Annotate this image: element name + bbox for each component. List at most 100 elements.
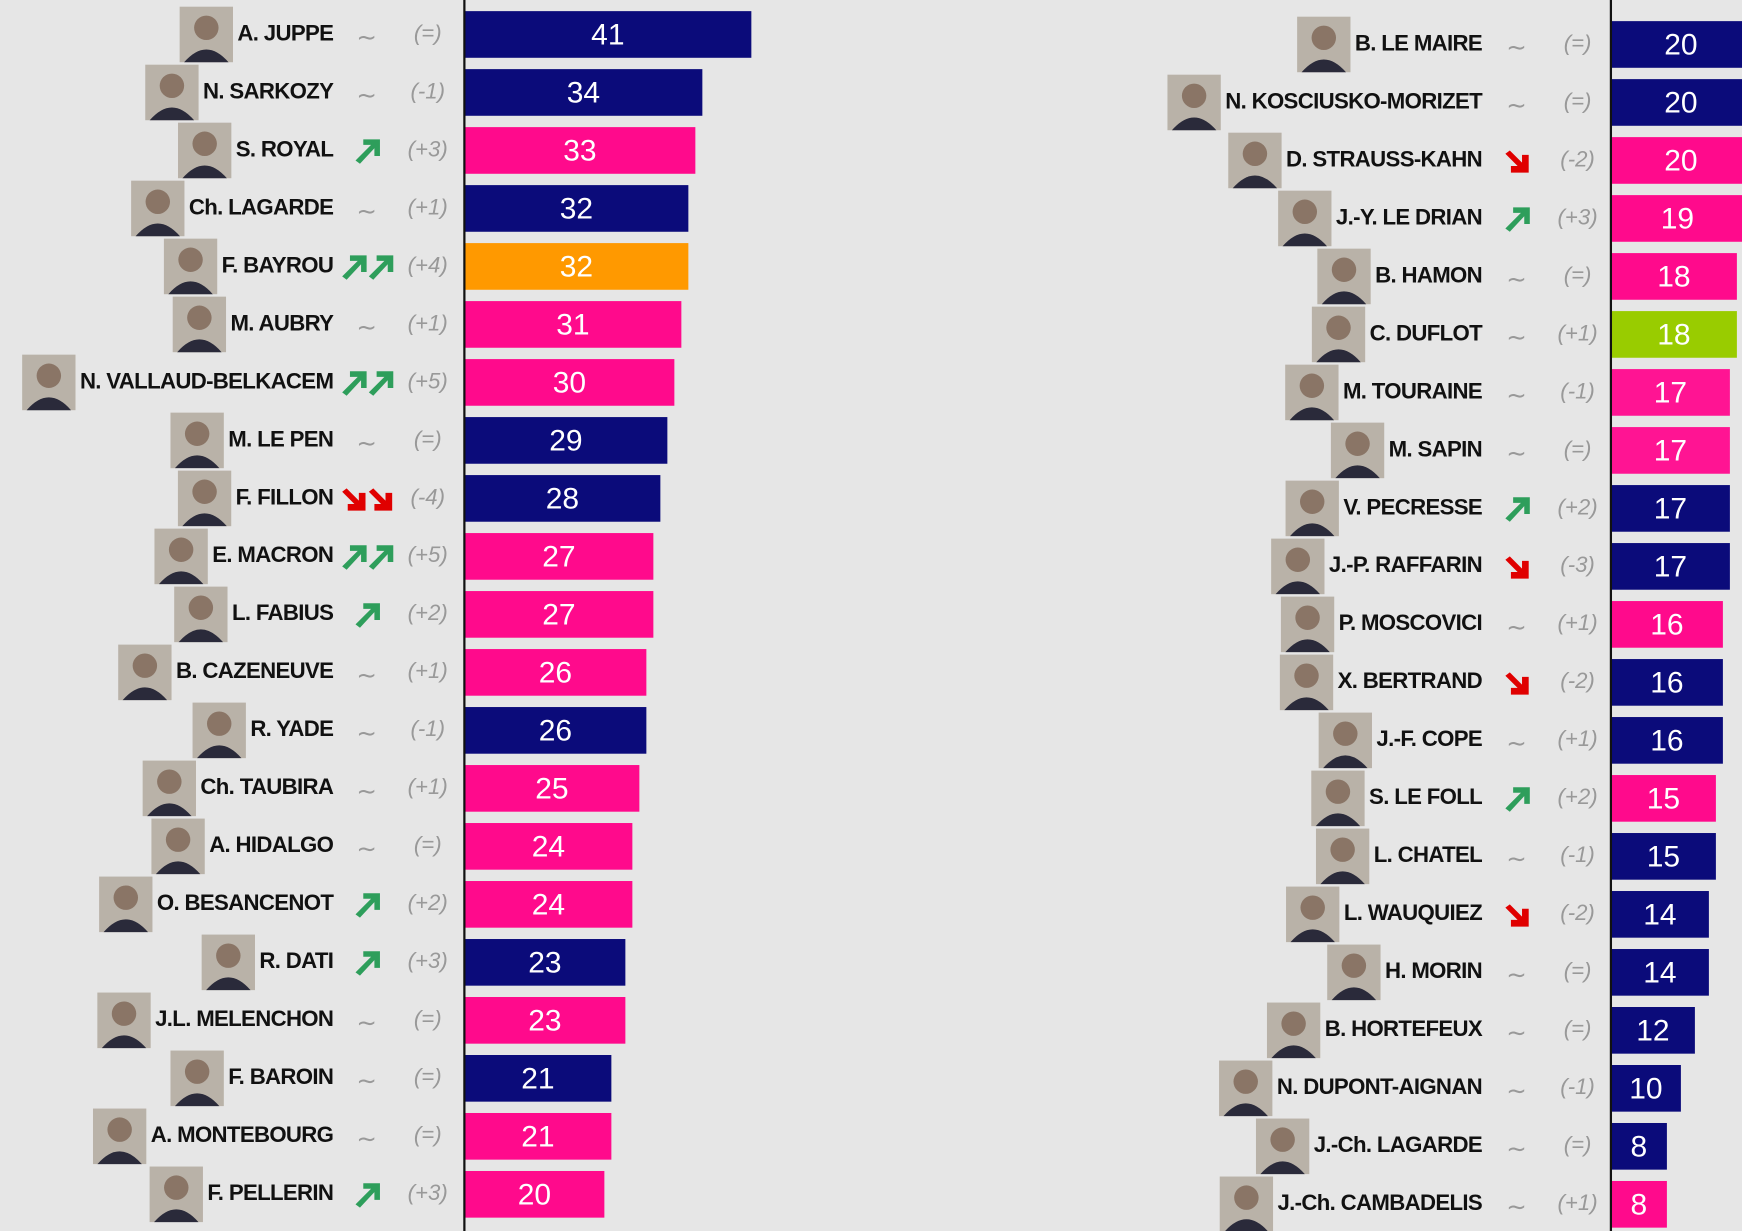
photo-head — [1330, 837, 1355, 862]
photo-head — [192, 131, 217, 157]
candidate-name: E. MACRON — [212, 542, 333, 567]
bar — [1610, 195, 1742, 242]
trend-up-arrow — [355, 139, 380, 164]
bar — [464, 127, 696, 174]
photo-head — [192, 479, 217, 504]
photo-head — [159, 73, 185, 99]
photo-body — [1225, 1219, 1268, 1231]
photo-head — [36, 363, 62, 388]
photo-head — [113, 885, 139, 910]
photo-head — [1281, 1011, 1306, 1036]
photo-body — [122, 687, 168, 701]
change-label: (+3) — [408, 1180, 448, 1205]
bar — [1610, 311, 1737, 358]
candidate-name: J.-Ch. CAMBADELIS — [1278, 1190, 1483, 1215]
photo-body — [1223, 1103, 1268, 1117]
candidate-name: B. CAZENEUVE — [176, 658, 333, 683]
trend-stable: ∼ — [1506, 34, 1526, 61]
change-label: (-1) — [1560, 1074, 1595, 1099]
trend-down-arrow — [1505, 150, 1529, 173]
photo-body — [1301, 59, 1347, 73]
photo-head — [1242, 141, 1268, 167]
trend-stable: ∼ — [1506, 92, 1526, 119]
photo-body — [1335, 465, 1380, 479]
candidate-name: M. SAPIN — [1389, 436, 1482, 461]
change-label: (-2) — [1560, 900, 1595, 925]
photo-head — [168, 537, 194, 562]
photo-body — [178, 629, 224, 643]
change-label: (-1) — [410, 716, 445, 741]
bar — [1610, 1064, 1681, 1112]
change-label: (+3) — [408, 948, 448, 973]
change-label: (-1) — [410, 78, 445, 103]
bar — [464, 1170, 605, 1218]
value-label: 26 — [539, 715, 572, 748]
photo-body — [168, 281, 213, 295]
bar — [1610, 253, 1737, 300]
value-label: 20 — [1664, 87, 1697, 120]
bar — [1610, 717, 1723, 764]
photo-head — [132, 653, 158, 678]
bar — [464, 11, 752, 58]
change-label: (+1) — [408, 194, 448, 219]
candidate-name: D. STRAUSS-KAHN — [1286, 146, 1482, 171]
photo-body — [147, 803, 192, 817]
change-label: (-4) — [410, 484, 445, 509]
photo-head — [157, 769, 182, 794]
bar — [1610, 1180, 1667, 1228]
bar — [464, 533, 654, 580]
candidate-name: P. MOSCOVICI — [1339, 610, 1482, 635]
change-label: (+1) — [1558, 726, 1598, 751]
candidate-name: N. VALLAUD-BELKACEM — [80, 368, 334, 393]
trend-stable: ∼ — [1506, 266, 1526, 293]
value-label: 33 — [563, 135, 596, 168]
change-label: (+2) — [408, 600, 448, 625]
change-label: (=) — [1564, 88, 1592, 113]
candidate-name: L. WAUQUIEZ — [1344, 900, 1482, 925]
photo-head — [1292, 199, 1318, 224]
photo-body — [155, 861, 201, 875]
change-label: (+5) — [408, 368, 448, 393]
candidate-name: A. MONTEBOURG — [151, 1122, 334, 1147]
trend-stable: ∼ — [356, 720, 376, 747]
candidate-name: X. BERTRAND — [1338, 668, 1483, 693]
candidate-name: N. DUPONT-AIGNAN — [1277, 1074, 1482, 1099]
value-label: 14 — [1643, 956, 1676, 989]
change-label: (+1) — [1558, 610, 1598, 635]
photo-body — [103, 919, 149, 933]
trend-stable: ∼ — [356, 662, 376, 689]
value-label: 32 — [560, 193, 593, 226]
photo-head — [1285, 547, 1311, 572]
candidate-name: B. LE MAIRE — [1355, 30, 1482, 55]
bar — [1610, 891, 1709, 938]
trend-stable: ∼ — [1506, 324, 1526, 351]
photo-head — [1341, 953, 1367, 978]
bar — [1610, 659, 1723, 706]
trend-up-arrow — [1505, 787, 1530, 812]
bar — [1610, 137, 1742, 184]
trend-stable: ∼ — [356, 1010, 376, 1037]
value-label: 18 — [1657, 319, 1690, 352]
value-label: 29 — [549, 425, 582, 458]
photo-head — [184, 1059, 210, 1084]
trend-down-arrow — [1505, 672, 1529, 695]
trend-up-arrow — [342, 545, 367, 570]
value-label: 27 — [542, 541, 575, 574]
bar — [1610, 79, 1742, 126]
value-label: 24 — [532, 888, 565, 921]
bar — [464, 1054, 612, 1102]
photo-head — [188, 595, 214, 620]
candidate-name: F. BAROIN — [228, 1064, 333, 1089]
trend-stable: ∼ — [1506, 1078, 1526, 1105]
bar — [1610, 1122, 1667, 1170]
change-label: (+1) — [408, 310, 448, 335]
photo-body — [1331, 987, 1377, 1001]
photo-head — [145, 189, 171, 214]
bar — [464, 881, 633, 928]
photo-body — [154, 1209, 199, 1223]
photo-body — [1316, 349, 1361, 363]
photo-head — [178, 247, 203, 272]
photo-body — [182, 165, 227, 179]
value-label: 15 — [1647, 841, 1680, 874]
